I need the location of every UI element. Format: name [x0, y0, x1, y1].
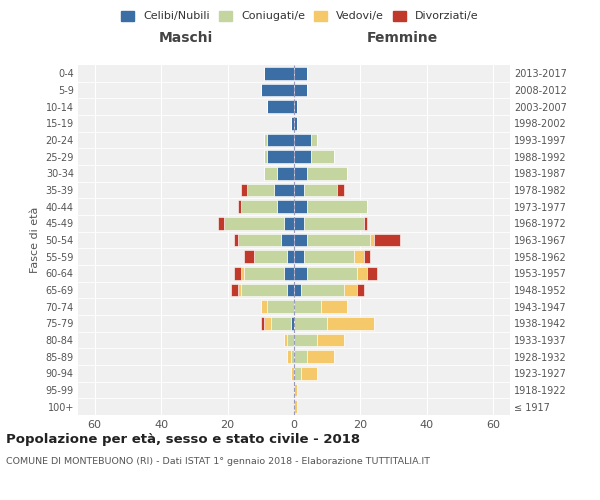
Y-axis label: Fasce di età: Fasce di età	[30, 207, 40, 273]
Bar	[274, 184, 294, 196]
Bar	[304, 217, 364, 230]
Bar	[284, 334, 287, 346]
Bar	[287, 284, 294, 296]
Bar	[307, 267, 357, 280]
Bar	[294, 334, 317, 346]
Bar	[317, 334, 344, 346]
Bar	[261, 300, 268, 313]
Bar	[304, 184, 337, 196]
Bar	[311, 150, 334, 163]
Bar	[364, 217, 367, 230]
Bar	[294, 350, 307, 363]
Bar	[304, 250, 354, 263]
Bar	[287, 334, 294, 346]
Bar	[284, 267, 294, 280]
Bar	[231, 284, 238, 296]
Bar	[301, 367, 317, 380]
Bar	[290, 350, 294, 363]
Bar	[307, 234, 370, 246]
Bar	[294, 384, 298, 396]
Bar	[287, 250, 294, 263]
Bar	[238, 200, 241, 213]
Bar	[294, 267, 307, 280]
Bar	[294, 117, 298, 130]
Bar	[294, 67, 307, 80]
Text: Maschi: Maschi	[159, 31, 213, 45]
Bar	[281, 234, 294, 246]
Bar	[354, 250, 364, 263]
Bar	[284, 217, 294, 230]
Bar	[294, 217, 304, 230]
Bar	[364, 250, 370, 263]
Bar	[294, 84, 307, 96]
Bar	[294, 300, 320, 313]
Bar	[294, 250, 304, 263]
Bar	[241, 267, 244, 280]
Bar	[271, 317, 290, 330]
Bar	[294, 167, 307, 179]
Text: COMUNE DI MONTEBUONO (RI) - Dati ISTAT 1° gennaio 2018 - Elaborazione TUTTITALIA: COMUNE DI MONTEBUONO (RI) - Dati ISTAT 1…	[6, 458, 430, 466]
Bar	[307, 350, 334, 363]
Bar	[320, 300, 347, 313]
Text: Femmine: Femmine	[367, 31, 437, 45]
Bar	[254, 250, 287, 263]
Legend: Celibi/Nubili, Coniugati/e, Vedovi/e, Divorziati/e: Celibi/Nubili, Coniugati/e, Vedovi/e, Di…	[121, 10, 479, 22]
Bar	[244, 267, 284, 280]
Bar	[357, 284, 364, 296]
Bar	[264, 67, 294, 80]
Bar	[294, 400, 298, 413]
Bar	[294, 150, 311, 163]
Bar	[261, 317, 264, 330]
Bar	[218, 217, 224, 230]
Bar	[307, 200, 367, 213]
Bar	[238, 234, 281, 246]
Bar	[337, 184, 344, 196]
Bar	[344, 284, 357, 296]
Bar	[294, 100, 298, 113]
Bar	[294, 184, 304, 196]
Bar	[290, 317, 294, 330]
Bar	[241, 200, 277, 213]
Bar	[264, 134, 268, 146]
Bar	[241, 184, 247, 196]
Bar	[234, 267, 241, 280]
Bar	[264, 167, 277, 179]
Bar	[264, 150, 268, 163]
Bar	[268, 300, 294, 313]
Bar	[294, 284, 301, 296]
Bar	[294, 367, 301, 380]
Bar	[261, 84, 294, 96]
Bar	[234, 234, 238, 246]
Bar	[357, 267, 367, 280]
Bar	[367, 267, 377, 280]
Bar	[224, 217, 284, 230]
Bar	[264, 317, 271, 330]
Bar	[294, 317, 327, 330]
Bar	[374, 234, 400, 246]
Bar	[290, 367, 294, 380]
Bar	[370, 234, 374, 246]
Bar	[241, 284, 287, 296]
Bar	[268, 134, 294, 146]
Bar	[244, 250, 254, 263]
Bar	[290, 117, 294, 130]
Bar	[294, 134, 311, 146]
Bar	[277, 200, 294, 213]
Bar	[268, 100, 294, 113]
Bar	[247, 184, 274, 196]
Bar	[307, 167, 347, 179]
Bar	[268, 150, 294, 163]
Bar	[277, 167, 294, 179]
Bar	[294, 200, 307, 213]
Bar	[287, 350, 290, 363]
Bar	[294, 234, 307, 246]
Bar	[301, 284, 344, 296]
Bar	[311, 134, 317, 146]
Bar	[238, 284, 241, 296]
Text: Popolazione per età, sesso e stato civile - 2018: Popolazione per età, sesso e stato civil…	[6, 432, 360, 446]
Bar	[327, 317, 374, 330]
